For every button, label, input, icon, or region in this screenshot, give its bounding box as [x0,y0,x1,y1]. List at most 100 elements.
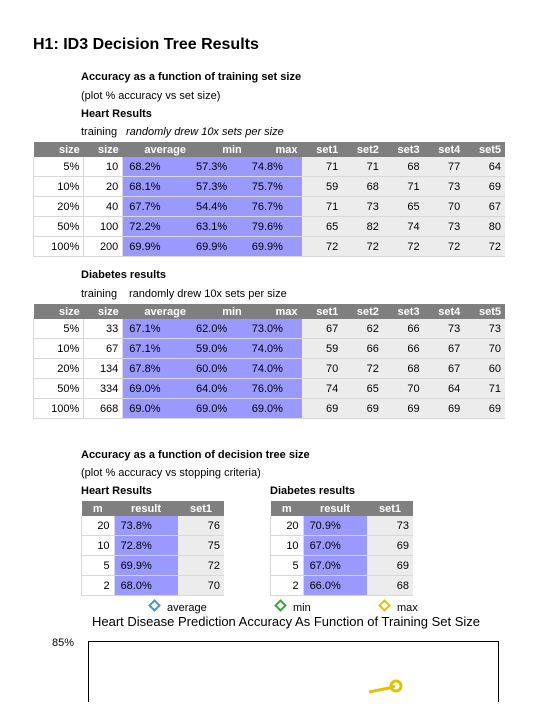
table-row: 2 66.0% 68 [270,575,413,596]
average-marker-icon [148,599,161,612]
column-header: m [81,501,115,516]
chart-title: Heart Disease Prediction Accuracy As Fun… [92,614,481,629]
heart-tree-label: Heart Results [81,485,152,497]
table-cell: 65 [342,378,383,399]
table-row: 20 73.8% 76 [81,516,224,536]
table-cell: 76.7% [245,196,302,217]
table-cell: 69 [464,176,505,197]
column-header: set2 [342,304,383,319]
table-row: 5 67.0% 69 [270,555,413,576]
table-cell: 67.0% [303,535,367,556]
table-cell: 69.0% [122,378,190,399]
table-cell: 64.0% [189,378,246,399]
column-header: size [33,142,84,157]
table-cell: 68.2% [122,157,190,177]
table-cell: 67.7% [122,196,190,217]
column-header: set3 [382,304,424,319]
table-cell: 69.9% [245,236,302,257]
table-cell: 54.4% [189,196,246,217]
table-cell: 67.8% [122,358,190,379]
table-cell: 59 [301,338,343,359]
column-header: result [303,501,367,516]
table-cell: 334 [83,378,124,399]
section2-subheading: (plot % accuracy vs stopping criteria) [81,467,261,479]
table-cell: 68.1% [122,176,190,197]
column-header: set1 [301,142,343,157]
table-cell: 10% [32,338,85,359]
table-cell: 73 [464,319,505,339]
column-header: size [83,142,123,157]
table-row: 10% 20 68.1% 57.3% 75.7% 59 68 71 73 69 [32,176,505,197]
table-cell: 134 [83,358,124,379]
table-cell: 57.3% [189,176,246,197]
table-cell: 66 [382,319,424,339]
table-row: 10 72.8% 75 [81,535,224,556]
table-cell: 33 [83,319,124,339]
table-cell: 69 [366,555,413,576]
table-cell: 5% [32,319,85,339]
table-cell: 20% [32,196,85,217]
column-header: set2 [342,142,383,157]
table-cell: 71 [342,157,383,177]
table-cell: 68 [382,358,424,379]
table-cell: 71 [301,157,343,177]
table-cell: 68 [366,575,413,596]
table-row: 10 67.0% 69 [270,535,413,556]
column-header: min [189,142,246,157]
table-cell: 80 [464,216,505,237]
heart-size-header-row: size size average min max set1 set2 set3 set4 set… [33,142,505,157]
table-cell: 70 [423,196,465,217]
diabetes-size-header-row: size size average min max set1 set2 set3 set4 set… [33,304,505,319]
column-header: set1 [301,304,343,319]
table-cell: 72.8% [114,535,178,556]
table-cell: 20 [270,516,304,536]
column-header: set4 [423,304,465,319]
min-marker-icon [274,599,287,612]
table-cell: 100% [32,398,85,419]
table-cell: 68 [342,176,383,197]
table-cell: 69 [342,398,383,419]
column-header: max [245,304,302,319]
table-cell: 60.0% [189,358,246,379]
column-header: average [122,142,190,157]
table-cell: 67.1% [122,338,190,359]
table-cell: 68.0% [114,575,178,596]
table-row: 100% 200 69.9% 69.9% 69.9% 72 72 72 72 72 [32,236,505,257]
table-row: 10% 67 67.1% 59.0% 74.0% 59 66 66 67 70 [32,338,505,359]
table-cell: 73.0% [245,319,302,339]
section1-subheading: (plot % accuracy vs set size) [81,90,221,102]
table-cell: 70.9% [303,516,367,536]
table-cell: 64 [423,378,465,399]
table-cell: 74 [382,216,424,237]
diabetes-training-note: randomly drew 10x sets per size [129,288,287,300]
table-cell: 69.0% [122,398,190,419]
heart-tree-header-row: m result set1 [81,501,224,516]
table-cell: 68 [382,157,424,177]
column-header: size [33,304,84,319]
chart-plot-area [88,641,499,702]
table-cell: 69.0% [189,398,246,419]
table-cell: 71 [301,196,343,217]
table-cell: 67.0% [303,555,367,576]
table-cell: 75 [177,535,224,556]
table-cell: 71 [464,378,505,399]
max-series-line [368,684,396,694]
table-cell: 10 [83,157,124,177]
table-cell: 20% [32,358,85,379]
table-cell: 74 [301,378,343,399]
table-cell: 70 [464,338,505,359]
table-cell: 65 [382,196,424,217]
table-cell: 20 [83,176,124,197]
table-cell: 71 [382,176,424,197]
column-header: m [270,501,304,516]
table-cell: 72 [382,236,424,257]
table-row: 100% 668 69.0% 69.0% 69.0% 69 69 69 69 69 [32,398,505,419]
table-cell: 70 [382,378,424,399]
section1-heading: Accuracy as a function of training set s… [81,71,302,83]
table-cell: 82 [342,216,383,237]
page-title: H1: ID3 Decision Tree Results [33,36,259,53]
table-cell: 72 [342,358,383,379]
table-cell: 57.3% [189,157,246,177]
table-cell: 67 [423,358,465,379]
heart-size-table: size size average min max set1 set2 set3 set4 set… [32,142,505,257]
